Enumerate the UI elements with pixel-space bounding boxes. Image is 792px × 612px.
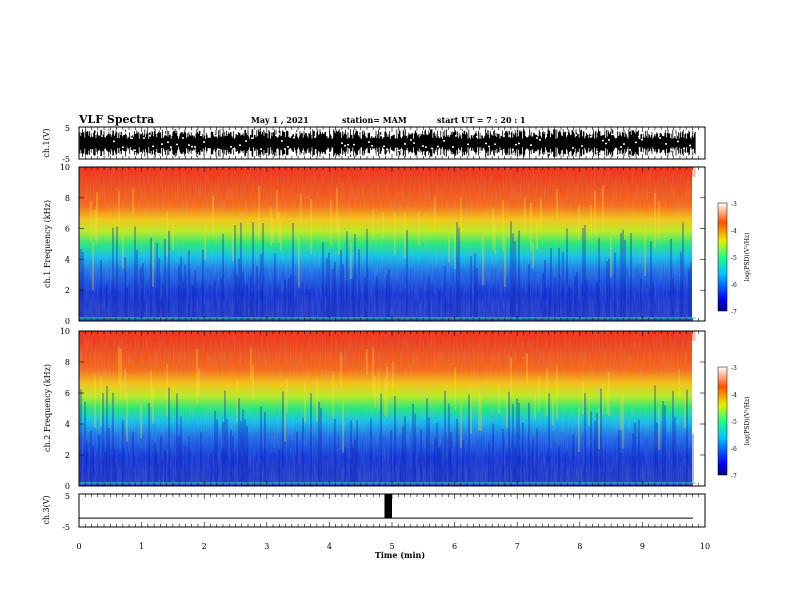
colorbar-tick-label: -4 [731,392,737,399]
colorbar-tick-label: -3 [731,365,737,372]
x-axis: 0 1 2 3 4 5 6 7 8 9 10 [76,542,710,551]
ch2-spectrogram-streaks [78,331,696,484]
time-tick-label: 3 [264,542,269,551]
station-label: station= MAM [342,115,407,125]
ch3-ytick-top: 5 [65,492,70,501]
ch1-waveform-line [79,129,696,157]
ch1-ytick-bottom: -5 [62,155,70,164]
colorbar-tick-label: -5 [731,419,737,426]
ch3-ytick-bottom: -5 [62,523,70,532]
start-time-label: start UT = 7 : 20 : 1 [437,115,526,125]
time-tick-label: 2 [202,542,207,551]
frequency-tick-label: 2 [65,286,70,295]
colorbar-tick-label: -4 [731,228,737,235]
colorbar-tick-label: -5 [731,255,737,262]
time-tick-label: 8 [577,542,582,551]
ch1-spectrogram-streaks [79,167,696,319]
spectrogram-top-band [79,167,696,177]
frequency-tick-label: 0 [65,317,70,326]
time-tick-label: 10 [700,542,710,551]
ch1-spectrogram-texture [79,167,692,321]
time-tick-label: 6 [452,542,457,551]
time-tick-label: 5 [389,542,394,551]
frequency-tick-label: 10 [60,327,70,336]
frequency-tick-label: 8 [65,194,70,203]
colorbar-tick-label: -7 [731,473,737,480]
colorbar-tick-label: -6 [731,282,737,289]
frequency-tick-label: 0 [65,482,70,491]
ch1-waveform-trace [79,129,696,157]
ch3-signal-panel: 5 -5 ch.3(V) [42,492,706,532]
frequency-tick-label: 4 [65,420,70,429]
chart-title: VLF Spectra [78,113,154,126]
ch2-colorbar [717,366,728,476]
time-tick-label: 0 [76,542,81,551]
frequency-tick-label: 4 [65,255,70,264]
time-tick-label: 9 [640,542,645,551]
ch1-ytick-top: 5 [65,124,70,133]
ch3-signal-trace [79,494,693,519]
ch1-waveform-ylabel: ch.1(V) [42,128,51,157]
ch2-spectrogram-ylabel: ch.2 Frequency (kHz) [43,364,52,452]
colorbar-tick-label: -7 [731,309,737,316]
colorbar-tick-label: -3 [731,201,737,208]
time-tick-label: 1 [139,542,144,551]
spectrogram-top-band [79,331,696,341]
frequency-tick-label: 2 [65,451,70,460]
frequency-tick-label: 10 [60,163,70,172]
ch2-colorbar-label: log(PSD)(V²/Hz) [744,397,751,446]
ch1-spectrogram-ylabel: ch.1 Frequency (kHz) [43,200,52,288]
frequency-tick-label: 6 [65,225,70,234]
ch1-colorbar-label: log(PSD)(V²/Hz) [744,233,751,282]
frequency-tick-label: 8 [65,358,70,367]
time-tick-label: 4 [327,542,332,551]
ch3-signal-ylabel: ch.3(V) [42,495,51,524]
ch1-colorbar [717,202,728,312]
colorbar-tick-label: -6 [731,446,737,453]
ch3-pulse [384,494,392,519]
date-label: May 1 , 2021 [251,115,309,125]
ch1-waveform-panel: 5 -5 ch.1(V) [42,124,706,164]
frequency-tick-label: 6 [65,389,70,398]
x-axis-label: Time (min) [375,550,425,560]
time-tick-label: 7 [515,542,520,551]
